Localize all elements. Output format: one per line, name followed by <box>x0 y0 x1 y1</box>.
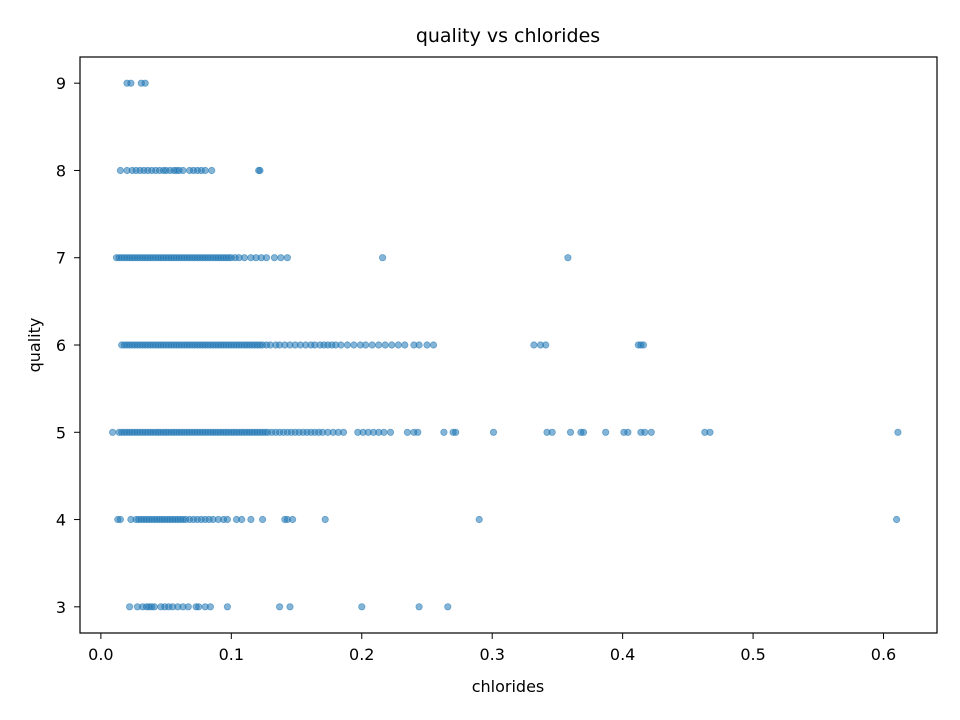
y-tick-label: 3 <box>56 598 66 617</box>
scatter-point <box>381 341 389 349</box>
x-tick-label: 0.4 <box>610 645 635 664</box>
x-tick-label: 0.1 <box>219 645 244 664</box>
scatter-point <box>894 428 902 436</box>
scatter-point <box>475 515 483 524</box>
scatter-point <box>388 341 396 349</box>
scatter-point <box>415 603 423 611</box>
scatter-point <box>378 254 387 262</box>
scatter-point <box>262 254 271 262</box>
scatter-point <box>564 254 572 262</box>
scatter-point <box>208 166 216 175</box>
scatter-point <box>624 428 632 436</box>
scatter-point <box>337 341 345 349</box>
scatter-point <box>440 428 448 436</box>
y-tick-label: 4 <box>56 511 66 530</box>
scatter-point <box>258 515 267 524</box>
scatter-point <box>892 515 901 524</box>
scatter-point <box>321 515 329 524</box>
scatter-point <box>429 341 438 349</box>
scatter-point <box>639 341 648 349</box>
scatter-point <box>238 515 246 524</box>
y-axis-title: quality <box>25 318 44 373</box>
scatter-point <box>116 166 125 175</box>
scatter-point <box>270 254 278 262</box>
scatter-point <box>116 515 125 524</box>
scatter-point <box>579 428 588 436</box>
y-tick-label: 5 <box>56 423 66 442</box>
scatter-point <box>256 166 264 175</box>
scatter-point <box>127 79 135 87</box>
y-axis: 3 4 5 6 7 8 9 <box>56 74 80 617</box>
scatter-point <box>394 341 402 349</box>
scatter-point <box>530 341 538 349</box>
chart-title: quality vs chlorides <box>416 25 600 47</box>
scatter-point <box>126 603 134 611</box>
y-tick-label: 6 <box>56 336 66 355</box>
scatter-point <box>109 428 117 436</box>
scatter-point <box>375 341 383 349</box>
scatter-point <box>566 428 575 436</box>
scatter-point <box>277 254 285 262</box>
y-tick-label: 9 <box>56 74 66 93</box>
x-tick-label: 0.2 <box>349 645 374 664</box>
x-tick-label: 0.6 <box>871 645 896 664</box>
scatter-point <box>706 428 714 436</box>
scatter-point <box>223 603 231 611</box>
scatter-point <box>343 341 351 349</box>
scatter-point <box>141 79 149 87</box>
scatter-point <box>358 603 366 611</box>
scatter-point <box>380 428 388 436</box>
scatter-point <box>548 428 556 436</box>
scatter-point <box>423 341 431 349</box>
scatter-point <box>415 341 423 349</box>
scatter-point <box>452 428 460 436</box>
scatter-point <box>386 428 395 436</box>
scatter-point <box>223 515 231 524</box>
scatter-point <box>350 341 358 349</box>
scatter-point <box>602 428 610 436</box>
scatter-point <box>283 254 291 262</box>
scatter-point <box>247 515 255 524</box>
scatter-point <box>339 428 348 436</box>
x-tick-label: 0.0 <box>88 645 113 664</box>
scatter-point <box>150 603 158 611</box>
points-layer <box>109 79 902 611</box>
scatter-point <box>286 603 294 611</box>
scatter-point <box>542 341 550 349</box>
scatter-point <box>184 603 192 611</box>
y-tick-label: 7 <box>56 249 66 268</box>
x-tick-label: 0.5 <box>740 645 765 664</box>
scatter-point <box>362 341 370 349</box>
scatter-point <box>240 254 248 262</box>
scatter-point <box>288 515 297 524</box>
scatter-point <box>647 428 655 436</box>
x-axis: 0.0 0.1 0.2 0.3 0.4 0.5 0.6 <box>88 633 896 664</box>
scatter-point <box>179 166 187 175</box>
scatter-point <box>641 428 649 436</box>
scatter-point <box>403 428 411 436</box>
scatter-point <box>195 603 203 611</box>
scatter-point <box>489 428 498 436</box>
scatter-point <box>414 428 422 436</box>
scatter-point <box>275 603 284 611</box>
x-tick-label: 0.3 <box>479 645 504 664</box>
scatter-point <box>401 341 409 349</box>
x-axis-title: chlorides <box>472 677 545 696</box>
scatter-point <box>201 166 209 175</box>
scatter-point <box>368 341 376 349</box>
scatter-point <box>206 603 214 611</box>
y-tick-label: 8 <box>56 161 66 180</box>
scatter-point <box>444 603 452 611</box>
